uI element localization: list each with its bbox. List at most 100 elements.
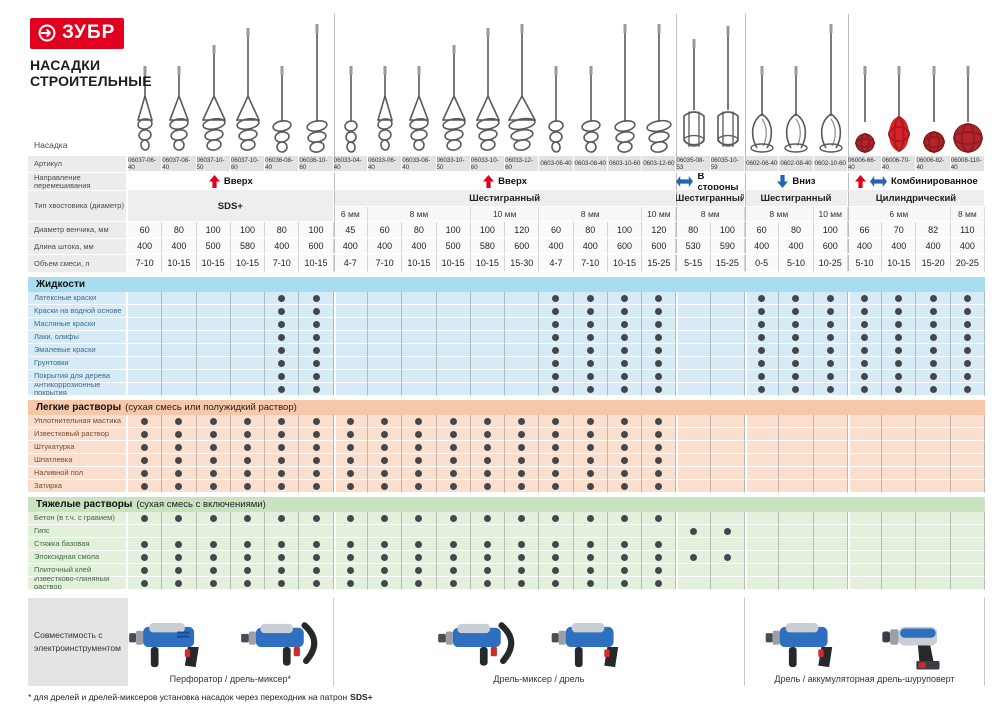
compatibility-dot	[312, 514, 320, 522]
compatibility-dot	[415, 469, 423, 477]
volume-cell: 7-10	[265, 255, 300, 273]
compat-cell	[676, 564, 711, 577]
compat-cell	[505, 577, 540, 590]
compat-cell	[882, 292, 917, 305]
compat-cell	[916, 370, 951, 383]
compatibility-dot	[621, 385, 629, 393]
tool-caption: Дрель / аккумуляторная дрель-шуруповерт	[774, 674, 955, 684]
compat-cell	[128, 331, 163, 344]
compatibility-dot	[586, 417, 594, 425]
tool-group-3: Дрель / аккумуляторная дрель-шуруповерт	[745, 598, 985, 686]
compat-cell	[162, 383, 197, 396]
paddle-image-06033-08-40	[402, 14, 437, 156]
compat-cell	[950, 370, 985, 383]
compat-cell	[847, 525, 883, 538]
diameter-cell: 82	[916, 222, 951, 239]
compat-cell	[607, 454, 643, 467]
compat-cell	[573, 344, 608, 357]
compatibility-dot	[209, 469, 217, 477]
compat-cell	[710, 383, 746, 396]
compatibility-dot	[861, 372, 869, 380]
compatibility-dot	[312, 346, 320, 354]
compat-cell	[847, 305, 883, 318]
compat-cell	[573, 480, 608, 493]
compatibility-dot	[346, 417, 354, 425]
compatibility-dot	[655, 540, 663, 548]
compat-cell	[539, 305, 574, 318]
compat-cell	[882, 357, 917, 370]
compatibility-dot	[483, 430, 491, 438]
compatibility-dot	[963, 359, 971, 367]
compat-cell	[607, 512, 643, 525]
compat-cell	[265, 577, 300, 590]
volume-cell: 7-10	[128, 255, 163, 273]
compat-cell	[333, 292, 368, 305]
volume-cell: 7-10	[367, 255, 403, 273]
compatibility-dot	[415, 553, 423, 561]
compatibility-dot	[278, 540, 286, 548]
compat-cell	[299, 551, 334, 564]
compat-cell	[162, 357, 197, 370]
compatibility-dot	[586, 443, 594, 451]
compat-cell	[128, 441, 163, 454]
compatibility-dot	[758, 333, 766, 341]
article-cell: 06033-10-60	[470, 156, 506, 173]
diameter-cell: 80	[573, 222, 608, 239]
compat-cell	[196, 467, 231, 480]
compatibility-dot	[449, 514, 457, 522]
material-row-label: Покрытия для дерева	[28, 370, 128, 383]
compat-cell	[710, 292, 746, 305]
compat-cell	[573, 467, 608, 480]
compat-cell	[745, 331, 780, 344]
shank-row-label: Тип хвостовика (диаметр)	[28, 191, 128, 222]
cordless-screwdriver-image	[881, 626, 940, 670]
compat-cell	[916, 467, 951, 480]
compatibility-dot	[895, 346, 903, 354]
compatibility-dot	[655, 514, 663, 522]
material-row-label: Наливной пол	[28, 467, 128, 480]
compat-cell	[779, 331, 814, 344]
compatibility-dot	[278, 469, 286, 477]
compat-cell	[333, 454, 368, 467]
compatibility-dot	[792, 359, 800, 367]
compat-cell	[402, 564, 437, 577]
compat-cell	[573, 370, 608, 383]
compat-cell	[505, 441, 540, 454]
compat-cell	[470, 370, 506, 383]
compat-cell	[539, 551, 574, 564]
compatibility-dot	[792, 333, 800, 341]
compatibility-dot	[483, 482, 491, 490]
compat-cell	[710, 538, 746, 551]
compat-cell	[436, 428, 471, 441]
compat-cell	[367, 467, 403, 480]
length-cell: 400	[779, 239, 814, 255]
compat-cell	[162, 512, 197, 525]
compat-cell	[230, 525, 266, 538]
paddle-image-0602-08-40	[779, 14, 814, 156]
compatibility-dot	[175, 514, 183, 522]
compat-cell	[607, 428, 643, 441]
compat-cell	[470, 467, 506, 480]
compat-cell	[230, 551, 266, 564]
compatibility-dot	[312, 307, 320, 315]
compat-cell	[916, 331, 951, 344]
compatibility-dot	[415, 417, 423, 425]
compat-cell	[162, 305, 197, 318]
compat-cell	[813, 292, 848, 305]
compat-cell	[265, 551, 300, 564]
compat-cell	[607, 370, 643, 383]
article-cell: 06037-08-40	[162, 156, 197, 173]
compat-cell	[505, 512, 540, 525]
volume-cell: 20-25	[950, 255, 985, 273]
compatibility-dot	[963, 372, 971, 380]
compat-cell	[299, 564, 334, 577]
compatibility-dot	[449, 566, 457, 574]
compat-cell	[573, 512, 608, 525]
compat-cell	[470, 577, 506, 590]
compat-cell	[882, 551, 917, 564]
volume-cell: 10-25	[813, 255, 848, 273]
compat-cell	[710, 525, 746, 538]
compat-cell	[882, 344, 917, 357]
compatibility-dot	[141, 482, 149, 490]
compatibility-dot	[381, 482, 389, 490]
